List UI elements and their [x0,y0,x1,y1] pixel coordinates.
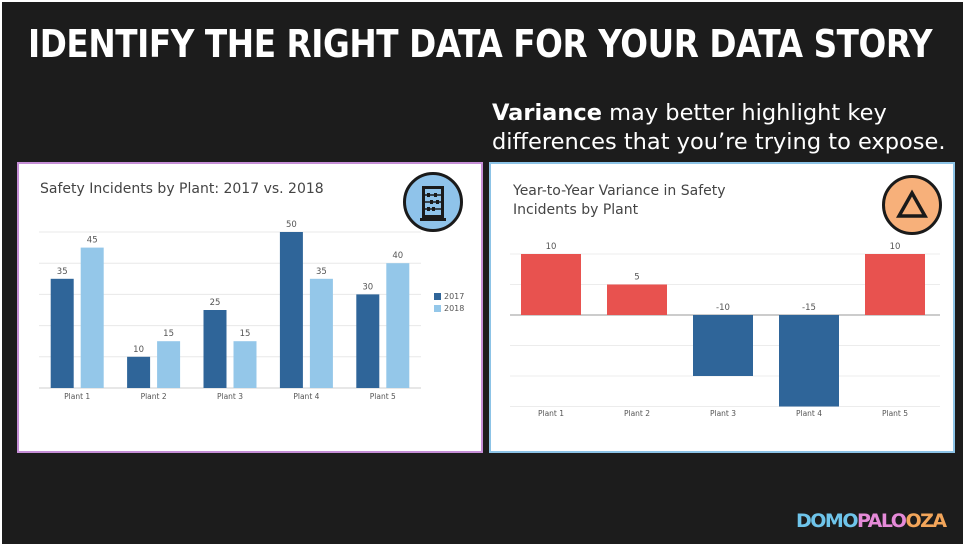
data-label: 15 [163,329,174,339]
bar-2018-plant-4 [309,278,333,388]
delta-triangle-icon [896,189,928,218]
x-tick-label: Plant 4 [796,409,822,418]
data-label: 10 [546,242,557,252]
chart-title-line2: Incidents by Plant [513,202,639,218]
x-tick-label: Plant 2 [624,409,650,418]
data-label: 10 [133,345,144,355]
data-label: 35 [316,267,327,277]
x-tick-label: Plant 2 [141,392,167,401]
legend-label-2018: 2018 [444,304,464,313]
bar-2017-plant-1 [50,278,74,388]
bar-2017-plant-3 [203,310,227,388]
variance-bar-plant-5 [865,254,925,315]
slide-subtitle: Variance may better highlight key differ… [492,99,952,157]
x-tick-label: Plant 5 [882,409,908,418]
data-label: 45 [87,236,98,246]
delta-badge [882,175,942,235]
legend-swatch-2017 [434,293,441,300]
data-label: 50 [286,220,297,230]
data-label: -10 [716,303,730,313]
data-label: 10 [890,242,901,252]
x-tick-label: Plant 3 [217,392,243,401]
x-tick-label: Plant 3 [710,409,736,418]
bar-2017-plant-4 [279,232,303,388]
data-label: 5 [634,273,639,283]
data-label: 40 [392,251,403,261]
comparison-bar-chart: Safety Incidents by Plant: 2017 vs. 2018… [39,181,464,401]
bar-2018-plant-3 [233,341,257,388]
x-tick-label: Plant 1 [64,392,90,401]
subtitle-text: may better highlight key differences tha… [492,100,946,155]
abacus-icon [420,186,446,221]
data-label: 30 [362,282,373,292]
legend-label-2017: 2017 [444,292,464,301]
chart-panel-comparison: Safety Incidents by Plant: 2017 vs. 2018… [17,162,483,453]
bar-2018-plant-1 [80,247,104,388]
data-label: 15 [240,329,251,339]
x-tick-label: Plant 5 [370,392,396,401]
chart-title: Safety Incidents by Plant: 2017 vs. 2018 [40,181,324,197]
x-tick-label: Plant 4 [293,392,319,401]
bar-2017-plant-5 [356,294,380,388]
legend-swatch-2018 [434,305,441,312]
domopalooza-logo: DOMOPALOOZA [796,510,947,532]
variance-bar-plant-3 [693,315,753,376]
slide-title: IDENTIFY THE RIGHT DATA FOR YOUR DATA ST… [28,22,933,66]
x-tick-label: Plant 1 [538,409,564,418]
bar-2018-plant-2 [157,341,181,388]
subtitle-emphasis: Variance [492,100,602,126]
bar-2018-plant-5 [386,263,410,388]
data-label: 25 [210,298,221,308]
chart-panel-variance: Year-to-Year Variance in Safety Incidents… [489,162,955,453]
variance-bar-plant-2 [607,284,667,315]
abacus-badge [403,172,463,232]
data-label: 35 [57,267,68,277]
chart-title-line1: Year-to-Year Variance in Safety [512,183,726,199]
variance-bar-plant-1 [521,254,581,315]
variance-bar-chart: Year-to-Year Variance in Safety Incidents… [510,183,940,418]
variance-bar-plant-4 [779,315,839,407]
bar-2017-plant-2 [127,356,151,388]
data-label: -15 [802,303,816,313]
